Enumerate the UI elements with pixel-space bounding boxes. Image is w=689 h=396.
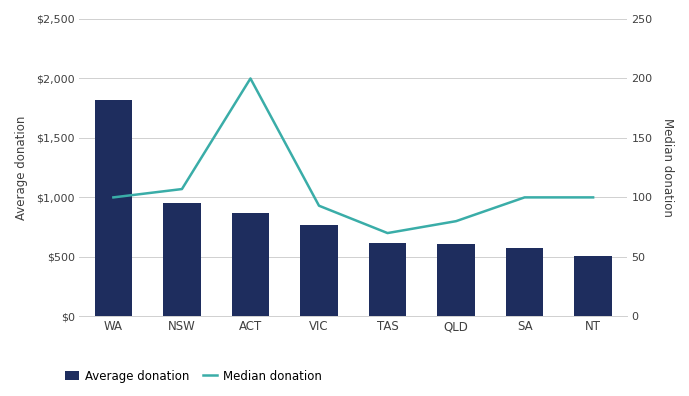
Median donation bbox=[520, 195, 528, 200]
Bar bbox=[574, 256, 612, 316]
Median donation bbox=[589, 195, 597, 200]
Bar bbox=[300, 225, 338, 316]
Bar bbox=[94, 100, 132, 316]
Median donation bbox=[315, 203, 323, 208]
Bar bbox=[232, 213, 269, 316]
Y-axis label: Median donation: Median donation bbox=[661, 118, 674, 217]
Median donation bbox=[452, 219, 460, 224]
Bar bbox=[438, 244, 475, 316]
Bar bbox=[369, 243, 407, 316]
Median donation bbox=[247, 76, 255, 81]
Bar bbox=[506, 248, 544, 316]
Bar bbox=[163, 203, 200, 316]
Median donation bbox=[110, 195, 118, 200]
Y-axis label: Average donation: Average donation bbox=[15, 116, 28, 220]
Line: Median donation: Median donation bbox=[114, 78, 593, 233]
Median donation bbox=[178, 187, 186, 191]
Legend: Average donation, Median donation: Average donation, Median donation bbox=[61, 366, 326, 386]
Median donation bbox=[383, 231, 391, 236]
